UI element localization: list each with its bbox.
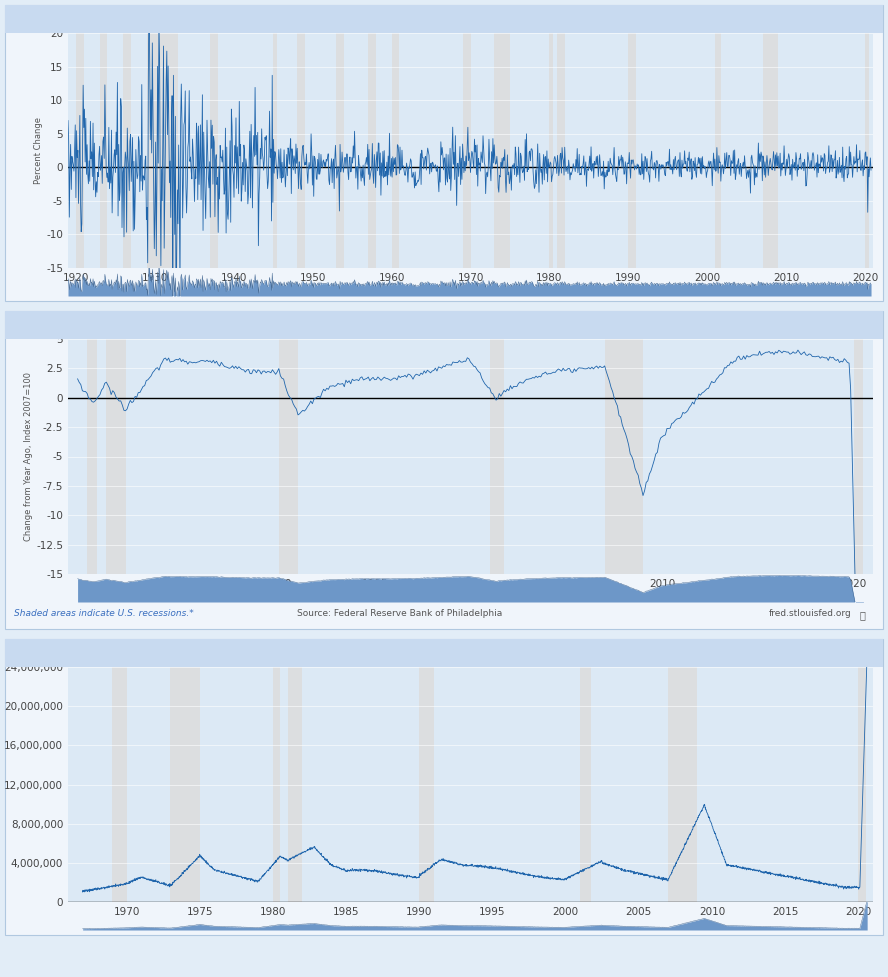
- Bar: [288, 667, 302, 902]
- Bar: [99, 33, 107, 268]
- Bar: [854, 339, 863, 574]
- Bar: [392, 33, 400, 268]
- Text: FRED: FRED: [15, 11, 60, 26]
- Text: — Industrial Production Index: — Industrial Production Index: [75, 14, 219, 23]
- Text: Shaded areas indicate U.S. recessions.*: Shaded areas indicate U.S. recessions.*: [14, 609, 194, 617]
- Bar: [495, 33, 510, 268]
- Bar: [368, 33, 376, 268]
- Bar: [668, 667, 697, 902]
- Text: — 4-Week Moving Average of Continued Claims (Insured Unemployment): — 4-Week Moving Average of Continued Cla…: [75, 648, 432, 658]
- Bar: [107, 339, 125, 574]
- Bar: [87, 339, 97, 574]
- Bar: [419, 667, 434, 902]
- Bar: [147, 33, 178, 268]
- Bar: [297, 33, 305, 268]
- Text: — Coincident Economic Activity Index for the United States: — Coincident Economic Activity Index for…: [75, 319, 365, 329]
- Bar: [859, 667, 866, 902]
- Text: Source: Federal Reserve Bank of Philadelphia: Source: Federal Reserve Bank of Philadel…: [297, 609, 503, 617]
- Bar: [580, 667, 591, 902]
- Bar: [273, 667, 281, 902]
- Text: FRED: FRED: [15, 317, 60, 332]
- Bar: [112, 667, 127, 902]
- Bar: [279, 339, 298, 574]
- Text: ↗: ↗: [62, 13, 70, 22]
- Bar: [763, 33, 778, 268]
- Bar: [170, 667, 200, 902]
- Y-axis label: Change from Year Ago, Index 2007=100: Change from Year Ago, Index 2007=100: [24, 372, 34, 541]
- Bar: [629, 33, 636, 268]
- Bar: [550, 33, 553, 268]
- Text: ↗: ↗: [62, 319, 70, 328]
- Text: ↗: ↗: [62, 647, 70, 657]
- Bar: [337, 33, 345, 268]
- Bar: [123, 33, 131, 268]
- Bar: [489, 339, 504, 574]
- Text: ⤢: ⤢: [860, 611, 866, 620]
- Bar: [463, 33, 471, 268]
- Bar: [210, 33, 218, 268]
- Bar: [715, 33, 721, 268]
- Bar: [75, 33, 83, 268]
- Bar: [274, 33, 277, 268]
- Bar: [605, 339, 643, 574]
- Text: FRED: FRED: [15, 645, 60, 659]
- Bar: [558, 33, 565, 268]
- Y-axis label: Number: Number: [0, 768, 2, 801]
- Text: fred.stlouisfed.org: fred.stlouisfed.org: [769, 609, 852, 617]
- Bar: [865, 33, 869, 268]
- Y-axis label: Percent Change: Percent Change: [35, 117, 44, 184]
